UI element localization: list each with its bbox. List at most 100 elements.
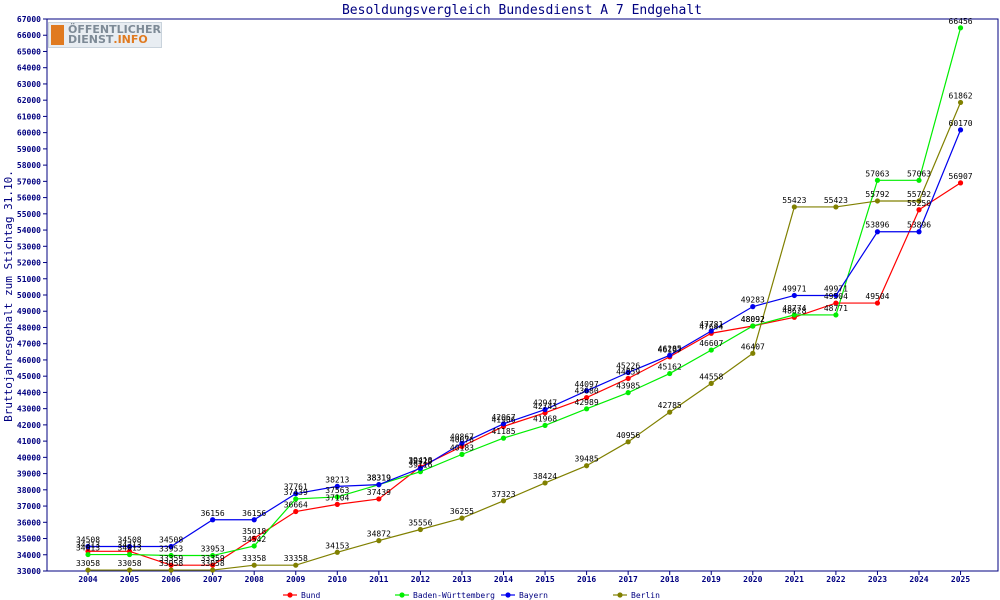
data-label: 36664 — [284, 501, 308, 510]
data-point — [417, 465, 423, 471]
y-tick-label: 54000 — [17, 226, 41, 235]
data-label: 49504 — [865, 292, 889, 301]
data-label: 42989 — [575, 398, 599, 407]
data-point — [833, 204, 839, 210]
x-tick-label: 2007 — [203, 575, 222, 584]
data-point — [791, 312, 797, 318]
data-point — [459, 451, 465, 457]
data-point — [126, 543, 133, 550]
data-label: 36255 — [450, 507, 474, 516]
data-label: 34213 — [76, 540, 100, 549]
data-label: 44558 — [699, 372, 723, 381]
data-point — [210, 517, 216, 523]
data-point — [957, 127, 964, 133]
data-point — [293, 491, 299, 497]
data-point — [542, 480, 548, 486]
data-label: 43680 — [575, 387, 599, 396]
data-label: 66456 — [949, 17, 973, 26]
y-tick-label: 43000 — [17, 405, 41, 414]
data-label: 33359 — [159, 554, 183, 563]
data-label: 34872 — [367, 530, 391, 539]
x-tick-label: 2011 — [369, 575, 388, 584]
y-tick-label: 41000 — [17, 437, 41, 446]
data-label: 38319 — [367, 474, 391, 483]
legend-swatch-marker — [617, 592, 623, 598]
y-tick-label: 58000 — [17, 161, 41, 170]
x-tick-label: 2023 — [868, 575, 887, 584]
data-point — [251, 517, 257, 523]
data-label: 33058 — [159, 559, 183, 568]
plot-frame — [46, 18, 999, 572]
y-tick-label: 47000 — [17, 340, 41, 349]
logo-line-2b: .INFO — [113, 33, 148, 46]
data-label: 33358 — [242, 554, 266, 563]
y-tick-label: 66000 — [17, 31, 41, 40]
data-point — [168, 543, 174, 550]
data-label: 38213 — [325, 475, 349, 484]
data-label: 39418 — [408, 456, 432, 465]
data-label: 33058 — [201, 559, 225, 568]
data-label: 34013 — [118, 544, 142, 553]
data-label: 46285 — [658, 344, 682, 353]
data-point — [750, 350, 756, 356]
data-point — [957, 99, 964, 106]
series-line — [88, 182, 961, 566]
data-label: 48092 — [741, 315, 765, 324]
data-label: 49971 — [824, 284, 848, 293]
y-tick-label: 34000 — [17, 551, 41, 560]
data-point — [168, 552, 174, 559]
data-point — [85, 551, 91, 558]
y-tick-label: 35000 — [17, 535, 41, 544]
data-label: 34213 — [118, 540, 142, 549]
data-label: 44859 — [616, 367, 640, 376]
data-label: 34153 — [325, 541, 349, 550]
x-axis-ticks: 2004 2005 2006 2007 2008 2009 2010 2011 2012 2013… — [78, 571, 970, 584]
data-label: 39116 — [408, 461, 432, 470]
data-point — [874, 198, 881, 204]
data-point — [500, 498, 507, 504]
data-point — [874, 177, 881, 183]
data-label: 39485 — [575, 455, 599, 464]
y-axis-ticks: 33000 34000 35000 36000 37000 38000 39000 40000… — [17, 15, 47, 576]
data-point — [334, 549, 340, 555]
y-tick-label: 37000 — [17, 502, 41, 511]
data-label: 34542 — [242, 535, 266, 544]
y-tick-label: 45000 — [17, 372, 41, 381]
data-label: 35556 — [408, 519, 432, 528]
data-label: 49971 — [782, 284, 806, 293]
data-label: 55792 — [865, 190, 889, 199]
data-label: 42067 — [491, 413, 515, 422]
data-label: 39329 — [408, 457, 432, 466]
y-tick-label: 44000 — [17, 388, 41, 397]
data-point — [459, 440, 465, 446]
data-point — [916, 229, 922, 235]
data-point — [667, 409, 673, 415]
y-tick-label: 33000 — [17, 567, 41, 576]
data-point — [750, 323, 756, 329]
data-point — [542, 422, 548, 429]
data-point — [667, 370, 673, 377]
logo-line-2a: DIENST — [68, 33, 114, 46]
x-tick-label: 2025 — [951, 575, 970, 584]
data-label: 41185 — [491, 427, 515, 436]
data-label: 37439 — [367, 488, 391, 497]
data-point — [500, 435, 507, 441]
data-label: 36156 — [242, 509, 266, 518]
y-tick-label: 50000 — [17, 291, 41, 300]
data-label: 37563 — [325, 486, 349, 495]
data-label: 55250 — [907, 199, 931, 208]
x-tick-label: 2024 — [909, 575, 928, 584]
data-label: 34508 — [76, 536, 100, 545]
legend-label: Bayern — [519, 591, 548, 600]
data-label: 33359 — [201, 554, 225, 563]
x-tick-label: 2014 — [494, 575, 513, 584]
data-label: 48628 — [782, 306, 806, 315]
data-label: 42743 — [533, 402, 557, 411]
data-point — [293, 508, 299, 515]
data-label: 61862 — [949, 91, 973, 100]
data-label: 34508 — [159, 536, 183, 545]
y-tick-label: 63000 — [17, 80, 41, 89]
x-tick-label: 2006 — [161, 575, 180, 584]
data-point — [708, 380, 714, 386]
